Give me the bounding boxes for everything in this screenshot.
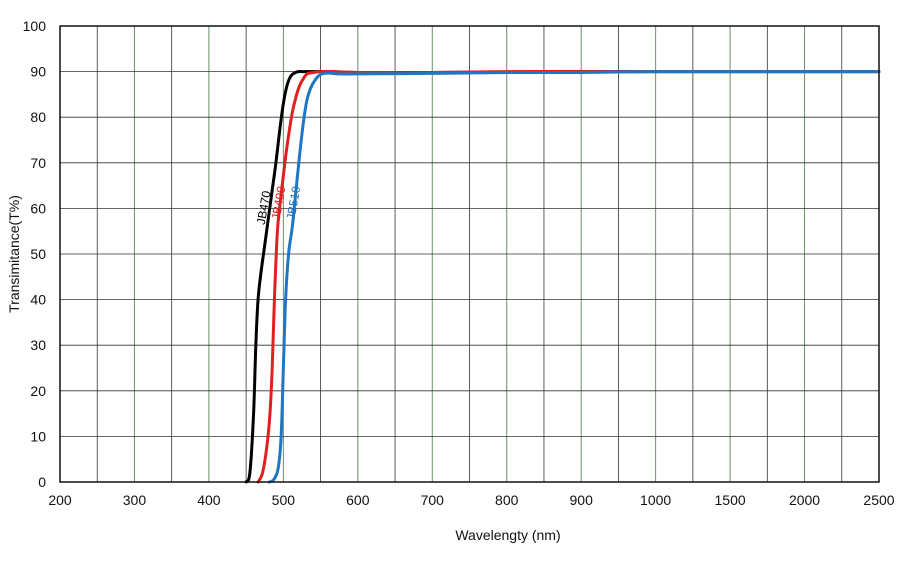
y-tick-label: 50 <box>30 246 46 262</box>
x-tick-labels: 200 300 400 500 600 700 800 900 1000 1500 2000 2500 <box>48 492 894 508</box>
x-tick-label: 800 <box>495 492 519 508</box>
y-axis-title: Transimitance(T%) <box>6 195 22 313</box>
y-tick-label: 70 <box>30 155 46 171</box>
series-label-jb490: JB490 <box>269 185 289 221</box>
y-tick-label: 20 <box>30 383 46 399</box>
x-tick-label: 700 <box>421 492 445 508</box>
x-tick-label: 300 <box>123 492 147 508</box>
y-tick-label: 10 <box>30 428 46 444</box>
x-tick-label: 400 <box>197 492 221 508</box>
y-tick-label: 0 <box>38 474 46 490</box>
y-tick-label: 80 <box>30 109 46 125</box>
y-tick-label: 40 <box>30 292 46 308</box>
y-tick-label: 90 <box>30 64 46 80</box>
x-tick-label: 2500 <box>863 492 894 508</box>
series-group <box>244 69 881 484</box>
x-tick-label: 2000 <box>789 492 820 508</box>
x-tick-label: 600 <box>346 492 370 508</box>
x-tick-label: 200 <box>48 492 72 508</box>
x-tick-label: 900 <box>570 492 594 508</box>
x-tick-label: 500 <box>272 492 296 508</box>
x-tick-label: 1000 <box>640 492 671 508</box>
y-tick-labels: 0 10 20 30 40 50 60 70 80 90 100 <box>23 18 47 490</box>
series-line-jb510 <box>267 70 881 484</box>
plot-frame <box>59 25 880 483</box>
x-axis-title: Wavelengty (nm) <box>455 527 560 543</box>
y-tick-label: 60 <box>30 200 46 216</box>
x-tick-label: 1500 <box>715 492 746 508</box>
y-tick-label: 30 <box>30 337 46 353</box>
y-tick-label: 100 <box>23 18 47 34</box>
series-label-jb510: JB510 <box>284 185 304 221</box>
series-label-jb470: JB470 <box>254 189 274 225</box>
grid <box>60 26 879 482</box>
